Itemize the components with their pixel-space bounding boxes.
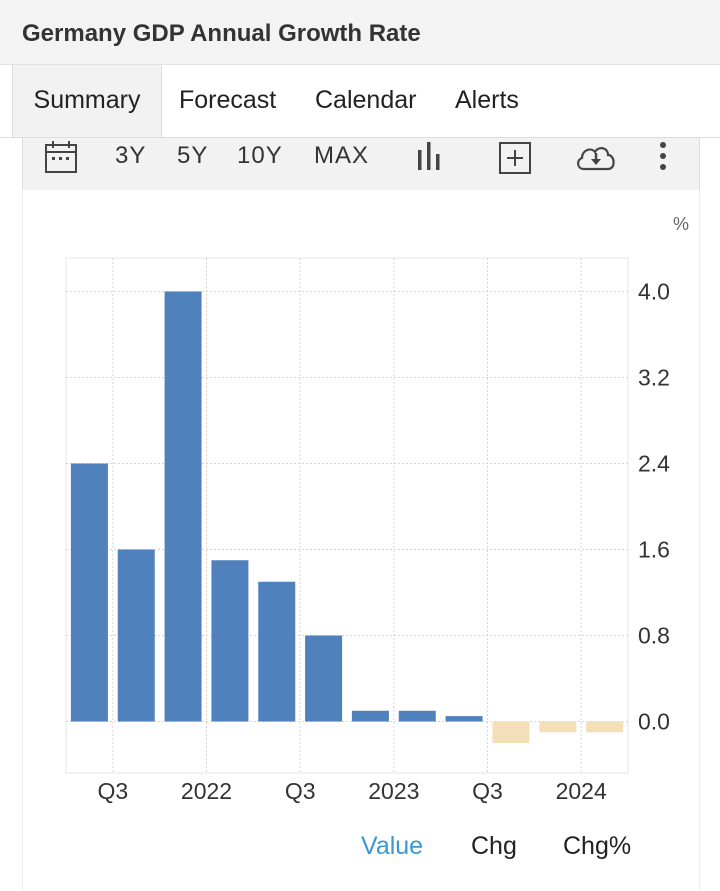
add-icon[interactable] xyxy=(498,141,532,175)
legend-chg-toggle[interactable]: Chg xyxy=(471,832,517,860)
x-tick-label: Q3 xyxy=(472,778,503,804)
legend-value-toggle[interactable]: Value xyxy=(361,832,424,860)
cloud-download-icon[interactable] xyxy=(574,141,618,173)
range-5y-button[interactable]: 5Y xyxy=(177,142,209,169)
bar-2021-q4 xyxy=(164,291,202,722)
range-max-button[interactable]: MAX xyxy=(314,142,370,169)
bar-chart-icon[interactable] xyxy=(415,140,445,172)
bar-2023-q1 xyxy=(398,710,436,722)
y-tick-label: 2.4 xyxy=(638,451,670,477)
plot-frame xyxy=(65,257,629,774)
bar-chart: % 4.0 3.2 2.4 1.6 0.8 0.0 Q3 2022 Q3 2023 Q3 2024 xyxy=(65,214,689,804)
bar-2021-q3 xyxy=(117,549,155,722)
y-tick-label: 4.0 xyxy=(638,279,670,305)
x-tick-label: Q3 xyxy=(285,778,316,804)
tab-calendar[interactable]: Calendar xyxy=(315,86,417,114)
legend-chg-pct-toggle[interactable]: Chg% xyxy=(563,832,632,860)
title-bar: Germany GDP Annual Growth Rate xyxy=(0,0,720,65)
x-tick-label: 2023 xyxy=(368,778,419,804)
chart-panel: % 4.0 3.2 2.4 1.6 0.8 0.0 Q3 2022 Q3 2023 Q3 2024 xyxy=(22,190,700,891)
bar-2023-q2 xyxy=(445,716,483,722)
x-tick-label: 2024 xyxy=(556,778,607,804)
calendar-icon[interactable] xyxy=(44,140,78,174)
range-3y-button[interactable]: 3Y xyxy=(115,142,147,169)
y-tick-label: 0.8 xyxy=(638,623,670,649)
y-unit-label: % xyxy=(673,214,689,234)
bar-2023-q3 xyxy=(492,721,530,743)
y-tick-label: 3.2 xyxy=(638,365,670,391)
tab-alerts[interactable]: Alerts xyxy=(455,86,519,114)
more-vertical-icon[interactable] xyxy=(657,140,669,174)
bar-2022-q3 xyxy=(305,635,343,722)
y-tick-label: 1.6 xyxy=(638,537,670,563)
bar-2021-q2 xyxy=(70,463,108,722)
bar-2022-q1 xyxy=(211,560,249,722)
x-tick-label: Q3 xyxy=(97,778,128,804)
page-title: Germany GDP Annual Growth Rate xyxy=(22,20,421,47)
bar-2022-q4 xyxy=(351,710,389,722)
tab-forecast[interactable]: Forecast xyxy=(179,86,277,114)
range-10y-button[interactable]: 10Y xyxy=(237,142,283,169)
x-tick-label: 2022 xyxy=(181,778,232,804)
tab-summary[interactable]: Summary xyxy=(12,65,162,137)
bar-2024-q1 xyxy=(586,721,624,733)
tab-bar: Summary Forecast Calendar Alerts xyxy=(0,65,720,138)
y-tick-label: 0.0 xyxy=(638,709,670,735)
bar-2022-q2 xyxy=(258,581,296,722)
bar-2023-q4 xyxy=(539,721,577,733)
chart-toolbar: 3Y 5Y 10Y MAX xyxy=(22,138,700,191)
